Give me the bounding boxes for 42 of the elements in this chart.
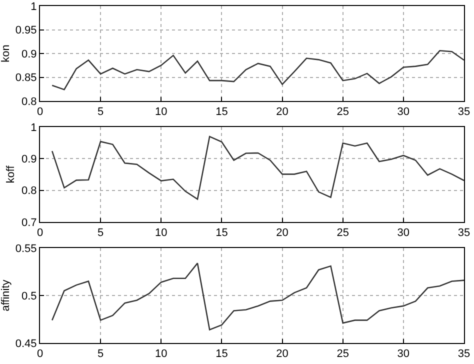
x-tick-label: 20 [276,106,288,118]
y-tick-label: 0.45 [15,338,37,350]
x-tick-label: 5 [98,348,104,360]
y-tick-label: 0.95 [15,24,37,37]
y-tick-label: 0.55 [15,242,37,255]
y-tick-label: 0.5 [22,290,37,302]
x-tick-label: 15 [216,106,228,118]
y-tick-label: 0.8 [22,96,37,108]
y-axis-title: kon [0,44,12,62]
y-tick-label: 1 [30,122,37,134]
x-tick-label: 5 [98,227,104,240]
y-tick-label: 0.7 [22,216,37,229]
line-series [51,136,464,200]
x-tick-label: 0 [36,106,44,118]
x-tick-label: 10 [155,227,168,240]
x-tick-label: 0 [36,348,44,360]
y-tick-label: 1 [30,0,37,13]
line-series [51,50,464,90]
x-tick-label: 20 [276,227,288,240]
x-tick-label: 5 [98,106,104,118]
x-tick-label: 30 [397,348,410,360]
x-tick-label: 35 [458,106,470,118]
x-tick-label: 25 [336,106,349,118]
x-tick-label: 25 [336,227,349,240]
x-tick-label: 30 [397,106,410,118]
x-tick-label: 35 [458,348,470,360]
y-tick-label: 0.85 [15,72,37,84]
x-tick-label: 35 [458,227,470,240]
x-tick-label: 30 [397,227,410,240]
line-series [51,262,464,330]
y-tick-label: 0.8 [22,185,37,198]
y-tick-label: 0.9 [22,48,37,60]
x-tick-label: 0 [36,227,44,240]
y-tick-label: 0.9 [22,154,37,166]
x-tick-label: 15 [216,227,228,240]
x-tick-label: 25 [336,348,349,360]
y-axis-title: koff [5,164,18,184]
x-tick-label: 20 [276,348,288,360]
y-axis-title: affinity [0,279,12,312]
x-tick-label: 10 [155,348,168,360]
x-tick-label: 10 [155,106,168,118]
x-tick-label: 15 [216,348,228,360]
